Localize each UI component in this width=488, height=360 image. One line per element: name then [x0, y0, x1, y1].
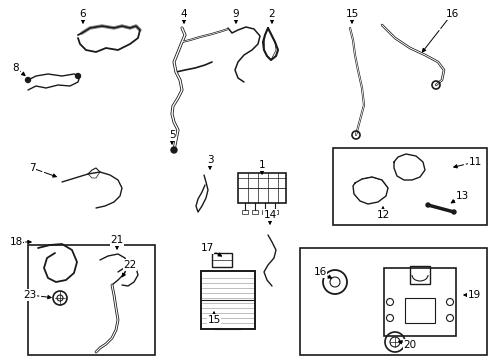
Text: 23: 23: [23, 290, 37, 300]
Text: 5: 5: [168, 130, 175, 140]
Circle shape: [25, 77, 30, 82]
Bar: [238, 173, 285, 203]
Text: 17: 17: [200, 243, 213, 253]
Circle shape: [451, 210, 455, 214]
Text: 15: 15: [207, 315, 220, 325]
Text: 13: 13: [454, 191, 468, 201]
Text: 20: 20: [403, 340, 416, 350]
Bar: [201, 271, 254, 329]
Text: 12: 12: [376, 210, 389, 220]
Bar: [28, 245, 155, 355]
Bar: [271, 210, 278, 214]
Text: 1: 1: [258, 160, 265, 170]
Circle shape: [425, 203, 429, 207]
Text: 18: 18: [9, 237, 22, 247]
Bar: [332, 148, 486, 225]
Bar: [299, 248, 486, 355]
Text: 14: 14: [263, 210, 276, 220]
Bar: [383, 268, 455, 336]
Text: 3: 3: [206, 155, 213, 165]
Text: 21: 21: [110, 235, 123, 245]
Circle shape: [75, 73, 81, 78]
Bar: [251, 210, 258, 214]
Text: 16: 16: [445, 9, 458, 19]
Text: 22: 22: [123, 260, 136, 270]
Text: 9: 9: [232, 9, 239, 19]
Circle shape: [171, 147, 177, 153]
Bar: [201, 271, 254, 329]
Text: 19: 19: [467, 290, 480, 300]
Bar: [212, 253, 231, 267]
Bar: [242, 210, 247, 214]
Text: 8: 8: [13, 63, 19, 73]
Text: 7: 7: [29, 163, 35, 173]
Text: 15: 15: [345, 9, 358, 19]
Text: 2: 2: [268, 9, 275, 19]
Bar: [409, 266, 429, 284]
Text: 6: 6: [80, 9, 86, 19]
Text: 11: 11: [468, 157, 481, 167]
Bar: [404, 297, 434, 323]
Text: 16: 16: [313, 267, 326, 277]
Bar: [262, 210, 267, 214]
Text: 4: 4: [181, 9, 187, 19]
